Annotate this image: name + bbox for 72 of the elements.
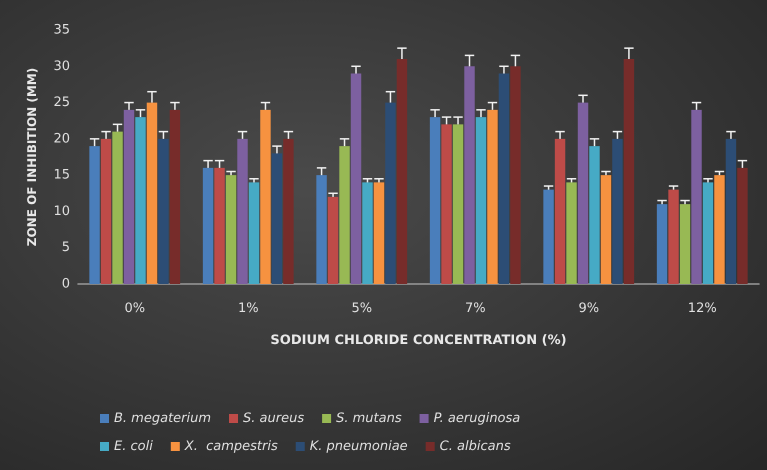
y-tick-label: 0 xyxy=(62,276,70,292)
bar xyxy=(714,175,725,284)
bar xyxy=(283,138,294,284)
y-tick-label: 10 xyxy=(53,204,70,219)
bar xyxy=(498,74,510,284)
bar xyxy=(328,196,338,284)
bar xyxy=(396,59,408,284)
bar xyxy=(702,182,714,284)
bar xyxy=(487,110,498,284)
legend-label: E. coli xyxy=(114,439,154,454)
bar xyxy=(624,59,634,284)
bar xyxy=(362,182,373,284)
bar xyxy=(112,132,123,284)
y-tick-label: 35 xyxy=(53,22,70,38)
bar xyxy=(202,168,214,284)
bar xyxy=(100,138,112,284)
bar xyxy=(260,110,271,284)
x-tick-label: 1% xyxy=(238,301,259,316)
bar xyxy=(656,204,668,284)
bar xyxy=(248,182,260,284)
bar xyxy=(737,168,748,284)
x-tick-label: 12% xyxy=(688,301,717,316)
bar xyxy=(680,204,690,284)
y-tick-label: 15 xyxy=(53,168,70,183)
bar xyxy=(350,74,362,284)
bar xyxy=(476,117,486,284)
bar xyxy=(600,175,612,284)
bar xyxy=(589,146,600,284)
y-tick-label: 5 xyxy=(62,240,70,256)
bar xyxy=(430,117,440,284)
y-tick-label: 25 xyxy=(53,95,70,110)
bar xyxy=(578,102,588,284)
x-tick-label: 0% xyxy=(124,301,146,316)
legend-label: X. campestris xyxy=(184,439,278,454)
bar xyxy=(385,102,396,284)
bar xyxy=(554,138,566,284)
y-tick-label: 20 xyxy=(53,131,70,146)
legend-label: K. pneumoniae xyxy=(310,439,408,454)
bar xyxy=(124,110,134,284)
bar xyxy=(272,153,282,284)
x-tick-label: 5% xyxy=(351,301,372,316)
bar xyxy=(464,66,475,284)
bar xyxy=(612,138,623,284)
bar xyxy=(226,175,236,284)
bar xyxy=(316,175,327,284)
legend-label: B. megaterium xyxy=(114,411,212,426)
bar xyxy=(441,124,452,284)
legend-label: P. aeruginosa xyxy=(434,411,520,426)
y-axis-title: ZONE OF INHIBITION (MM) xyxy=(25,68,39,246)
bar xyxy=(146,102,158,284)
x-axis-title: SODIUM CHLORIDE CONCENTRATION (%) xyxy=(270,333,567,348)
x-tick-label: 9% xyxy=(578,301,600,316)
bar xyxy=(543,190,554,284)
bar xyxy=(691,110,702,284)
bar xyxy=(135,117,146,284)
bar xyxy=(510,66,521,284)
bar xyxy=(668,190,679,284)
bar xyxy=(170,110,180,284)
bar xyxy=(237,138,248,284)
legend-label: S. mutans xyxy=(336,411,402,426)
bar xyxy=(726,138,736,284)
bar xyxy=(374,182,384,284)
y-tick-label: 30 xyxy=(53,58,70,74)
bar xyxy=(89,146,100,284)
bar xyxy=(339,146,350,284)
x-tick-label: 7% xyxy=(464,301,486,316)
legend-label: C. albicans xyxy=(440,439,511,454)
bar xyxy=(566,182,577,284)
bar xyxy=(452,124,464,284)
bar xyxy=(214,168,225,284)
bar xyxy=(158,138,169,284)
legend-label: S. aureus xyxy=(243,411,304,426)
